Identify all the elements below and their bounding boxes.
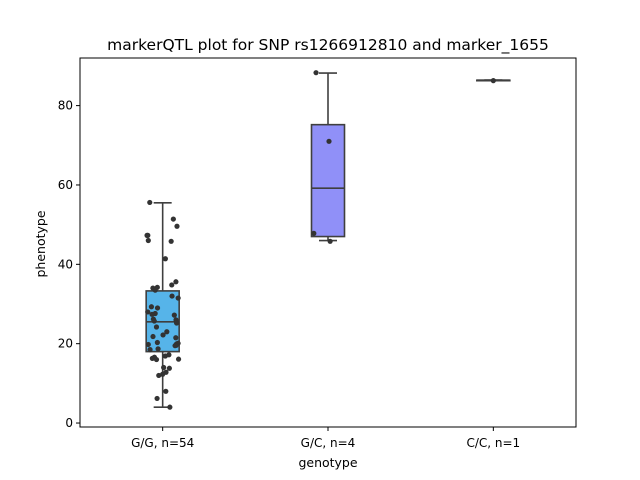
data-point [154, 395, 160, 402]
data-point [153, 324, 160, 330]
data-point [174, 223, 180, 229]
data-point [148, 304, 155, 310]
y-tick-label: 80 [58, 99, 73, 113]
data-point [169, 282, 175, 288]
data-point [155, 346, 161, 352]
data-point [154, 339, 160, 346]
data-point [149, 355, 155, 361]
data-point [175, 356, 182, 362]
y-tick-label: 20 [58, 337, 73, 351]
data-point [147, 199, 153, 206]
x-tick-label: C/C, n=1 [466, 436, 520, 450]
data-point [156, 372, 162, 379]
y-axis-label: phenotype [33, 210, 48, 277]
data-point [154, 305, 161, 311]
data-point [326, 138, 332, 144]
data-point [490, 78, 496, 84]
data-point [150, 333, 156, 340]
data-point [327, 238, 333, 244]
data-point [151, 318, 157, 324]
data-point [169, 293, 175, 299]
data-point [145, 309, 151, 315]
x-tick-label: G/C, n=4 [301, 436, 356, 450]
data-point [168, 238, 174, 244]
y-tick-label: 60 [58, 178, 73, 192]
plot-area: 0 20 40 60 80 G/G, n=54 G/C, n=4 C/C, n=1 [58, 57, 577, 450]
data-point [171, 312, 177, 318]
data-point [162, 353, 168, 359]
data-point [161, 364, 167, 371]
data-point [145, 341, 151, 348]
data-point [173, 335, 179, 341]
chart-title: markerQTL plot for SNP rs1266912810 and … [107, 36, 549, 55]
data-point [163, 388, 169, 394]
data-point [147, 347, 153, 353]
y-tick-label: 0 [65, 416, 73, 430]
x-tick-label: G/G, n=54 [131, 436, 194, 450]
data-point [160, 332, 166, 338]
data-point [144, 232, 150, 238]
data-point [174, 320, 180, 326]
data-point [164, 329, 170, 335]
data-point [173, 279, 179, 285]
data-point [152, 287, 158, 293]
data-point [313, 70, 319, 76]
data-point [170, 216, 176, 222]
data-point [166, 365, 172, 371]
data-point [162, 256, 168, 262]
y-tick-label: 40 [58, 257, 73, 271]
data-point [167, 404, 173, 410]
data-point [153, 356, 160, 363]
data-point [175, 295, 181, 301]
x-axis-label: genotype [298, 455, 357, 470]
data-point [149, 311, 155, 317]
data-point [311, 230, 317, 236]
data-point [145, 237, 151, 244]
data-point [172, 343, 178, 349]
